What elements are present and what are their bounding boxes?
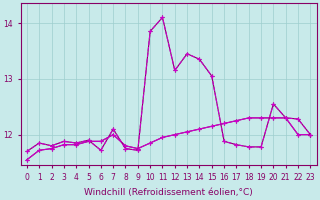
X-axis label: Windchill (Refroidissement éolien,°C): Windchill (Refroidissement éolien,°C) xyxy=(84,188,253,197)
